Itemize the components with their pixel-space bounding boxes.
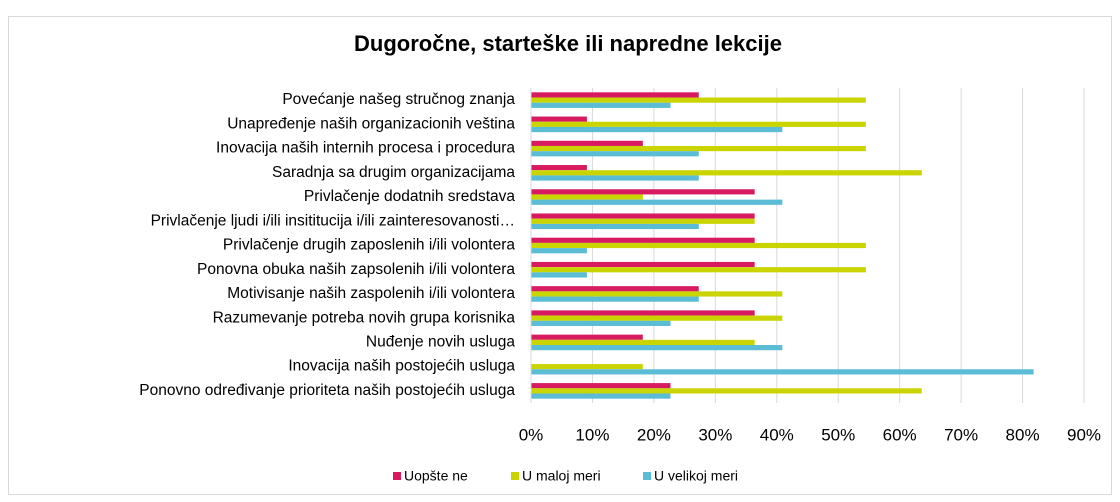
bar (531, 213, 755, 219)
bar (531, 345, 783, 351)
bar (531, 189, 755, 195)
legend-label: U maloj meri (522, 468, 601, 484)
bar (531, 170, 922, 176)
legend-swatch (511, 472, 519, 480)
category-label: Unapređenje naših organizacionih veština (227, 115, 515, 132)
bar (531, 388, 922, 394)
bar (531, 369, 1034, 375)
x-tick-label: 20% (637, 425, 671, 444)
category-label: Inovacija naših internih procesa i proce… (216, 140, 515, 157)
category-label: Nuđenje novih usluga (366, 334, 515, 351)
category-label: Ponovna obuka naših zapsolenih i/ili vol… (197, 261, 515, 278)
chart-border (8, 16, 1112, 495)
x-tick-label: 50% (821, 425, 855, 444)
bar (531, 199, 783, 205)
bar (531, 383, 671, 389)
bar (531, 175, 699, 181)
bar (531, 242, 866, 249)
x-tick-label: 40% (760, 425, 794, 444)
category-label: Motivisanje naših zaspolenih i/ili volon… (227, 285, 515, 302)
bar (531, 140, 643, 146)
bar (531, 102, 671, 108)
bar (531, 194, 643, 200)
bar (531, 334, 643, 340)
category-label: Inovacija naših postojećih usluga (288, 358, 515, 375)
category-label: Privlačenje dodatnih sredstava (304, 188, 515, 205)
category-label: Razumevanje potreba novih grupa korisnik… (213, 309, 516, 326)
category-label: Privlačenje ljudi i/ili insititucija i/i… (151, 212, 515, 229)
bar (531, 267, 866, 273)
bar (531, 145, 866, 152)
bar (531, 151, 699, 157)
bar (531, 126, 783, 133)
x-tick-label: 0% (519, 425, 544, 444)
bar (531, 272, 587, 278)
category-label: Ponovno određivanje prioriteta naših pos… (139, 382, 515, 399)
bar (531, 116, 587, 122)
bar (531, 286, 699, 292)
bar (531, 393, 671, 399)
bar (531, 237, 755, 243)
bar (531, 310, 755, 316)
bar (531, 291, 783, 297)
bar (531, 315, 783, 321)
bar (531, 364, 643, 370)
chart-title: Dugoročne, starteške ili napredne lekcij… (354, 31, 782, 56)
bar (531, 320, 671, 326)
category-label: Saradnja sa drugim organizacijama (272, 164, 515, 181)
bar (531, 223, 699, 230)
bar (531, 261, 755, 268)
bar (531, 92, 699, 98)
x-tick-label: 70% (944, 425, 978, 444)
bar (531, 248, 587, 254)
category-label: Privlačenje drugih zaposlenih i/ili volo… (223, 237, 515, 254)
legend-swatch (643, 472, 651, 480)
x-tick-label: 90% (1067, 425, 1101, 444)
legend-label: Uopšte ne (404, 468, 468, 484)
bar (531, 97, 866, 103)
x-tick-label: 30% (698, 425, 732, 444)
x-tick-label: 10% (575, 425, 609, 444)
bar (531, 339, 755, 346)
legend-label: U velikoj meri (654, 468, 738, 484)
bar (531, 121, 866, 127)
x-tick-label: 80% (1006, 425, 1040, 444)
bar (531, 218, 755, 224)
x-tick-label: 60% (883, 425, 917, 444)
bar (531, 165, 587, 171)
category-label: Povećanje našeg stručnog znanja (282, 91, 515, 108)
legend-swatch (393, 472, 401, 480)
bar (531, 296, 699, 302)
